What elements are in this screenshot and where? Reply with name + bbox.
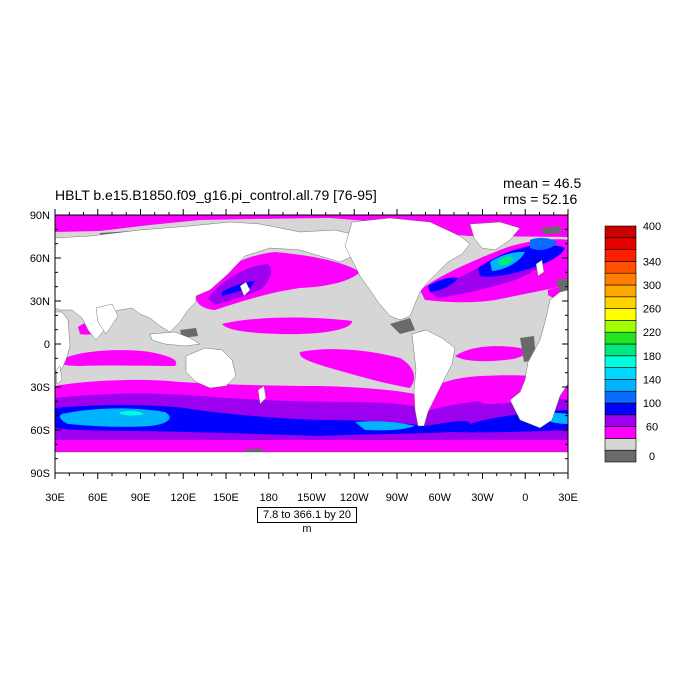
colorbar-swatch <box>604 331 637 345</box>
land-eurasia <box>55 221 363 341</box>
latitude-axis: 90N 60N 30N 0 30S 60S 90S <box>30 210 50 480</box>
land-greenland <box>469 221 521 251</box>
colorbar-label: 400 <box>643 221 661 233</box>
southern-ocean-blue <box>55 405 568 436</box>
lat-label: 90N <box>30 210 50 222</box>
lon-label: 150W <box>297 492 326 504</box>
colorbar-swatch <box>604 438 637 451</box>
colorbar-swatch <box>604 249 637 262</box>
colorbar-swatch <box>604 390 637 404</box>
land-madagascar <box>55 365 63 385</box>
acc-teal-core <box>120 410 144 416</box>
colorbar-label: 340 <box>643 256 661 268</box>
lon-label: 30E <box>558 492 578 504</box>
colorbar-swatch <box>604 379 637 392</box>
land-australia <box>185 347 237 389</box>
south-pacific-band <box>299 349 415 388</box>
acc-cyan-pacific <box>355 421 415 431</box>
antarctic-coastal <box>55 440 568 452</box>
land-antarctica <box>55 451 568 473</box>
colorbar-swatch <box>604 355 637 368</box>
missing-arctic-3 <box>540 226 562 234</box>
land-south-america <box>411 329 456 427</box>
nordic-cyan <box>530 237 558 251</box>
lat-label: 60N <box>30 253 50 265</box>
lat-label: 90S <box>30 468 50 480</box>
lon-label: 30W <box>471 492 494 504</box>
lon-label: 120W <box>340 492 369 504</box>
missing-indonesia <box>180 328 198 338</box>
colorbar-label: 0 <box>649 451 655 463</box>
lat-label: 30S <box>30 382 50 394</box>
colorbar-swatch <box>604 367 637 380</box>
colorbar-swatch <box>604 272 637 286</box>
plot-title: HBLT b.e15.B1850.f09_g16.pi_control.all.… <box>55 187 377 203</box>
axis-ticks <box>54 209 569 479</box>
colorbar-swatch <box>604 449 637 463</box>
missing-caribbean <box>390 318 415 334</box>
contour-info: 7.8 to 366.1 by 20 m <box>257 507 357 535</box>
colorbar-label: 140 <box>643 374 661 386</box>
colorbar-swatch <box>604 343 637 357</box>
colorbar-swatch <box>604 284 637 298</box>
longitude-axis: 30E 60E 90E 120E 150E 180 150W 120W 90W 60W 30W 0 30… <box>45 492 578 504</box>
land-indonesia <box>149 331 201 347</box>
lon-label: 120E <box>170 492 196 504</box>
colorbar-label: 60 <box>646 422 658 434</box>
colorbar-label: 300 <box>643 280 661 292</box>
land-africa-west <box>55 311 71 375</box>
lat-label: 60S <box>30 425 50 437</box>
colorbar-swatch <box>604 261 637 274</box>
lon-label: 60W <box>428 492 451 504</box>
missing-red-sea <box>556 278 568 292</box>
colorbar-label: 260 <box>643 304 661 316</box>
colorbar-swatch <box>604 402 637 416</box>
land-north-america <box>344 217 471 321</box>
colorbar-label: 100 <box>643 398 661 410</box>
mean-stat: mean = 46.5 <box>503 175 582 191</box>
indian-ocean-south <box>59 350 177 366</box>
lon-label: 90W <box>386 492 409 504</box>
colorbar <box>604 225 637 463</box>
land-uk <box>535 259 545 277</box>
land-newzealand <box>257 385 267 405</box>
lat-label: 30N <box>30 296 50 308</box>
lon-label: 90E <box>131 492 151 504</box>
colorbar-label: 180 <box>643 351 661 363</box>
lon-label: 150E <box>213 492 239 504</box>
labrador-deep <box>498 256 514 266</box>
land-africa <box>509 289 568 429</box>
lat-label: 0 <box>44 339 50 351</box>
colorbar-swatch <box>604 308 637 321</box>
map-field <box>55 215 568 473</box>
colorbar-swatch <box>604 414 637 427</box>
eq-pacific-band <box>222 317 352 335</box>
lon-label: 60E <box>88 492 108 504</box>
rms-stat: rms = 52.16 <box>503 191 578 207</box>
land-japan <box>239 281 251 297</box>
colorbar-swatch <box>604 237 637 250</box>
land-masses <box>55 217 568 473</box>
land-india <box>95 303 119 335</box>
lon-label: 180 <box>260 492 278 504</box>
colorbar-swatch <box>604 426 637 439</box>
colorbar-labels: 400 340 300 260 220 180 140 100 60 0 <box>643 221 661 463</box>
colorbar-swatch <box>604 320 637 333</box>
lon-label: 0 <box>522 492 528 504</box>
colorbar-swatch <box>604 296 637 309</box>
colorbar-swatch <box>604 225 637 239</box>
south-atlantic-band <box>455 346 525 362</box>
colorbar-label: 220 <box>643 327 661 339</box>
lon-label: 30E <box>45 492 65 504</box>
gulf-stream-blue <box>428 277 458 292</box>
